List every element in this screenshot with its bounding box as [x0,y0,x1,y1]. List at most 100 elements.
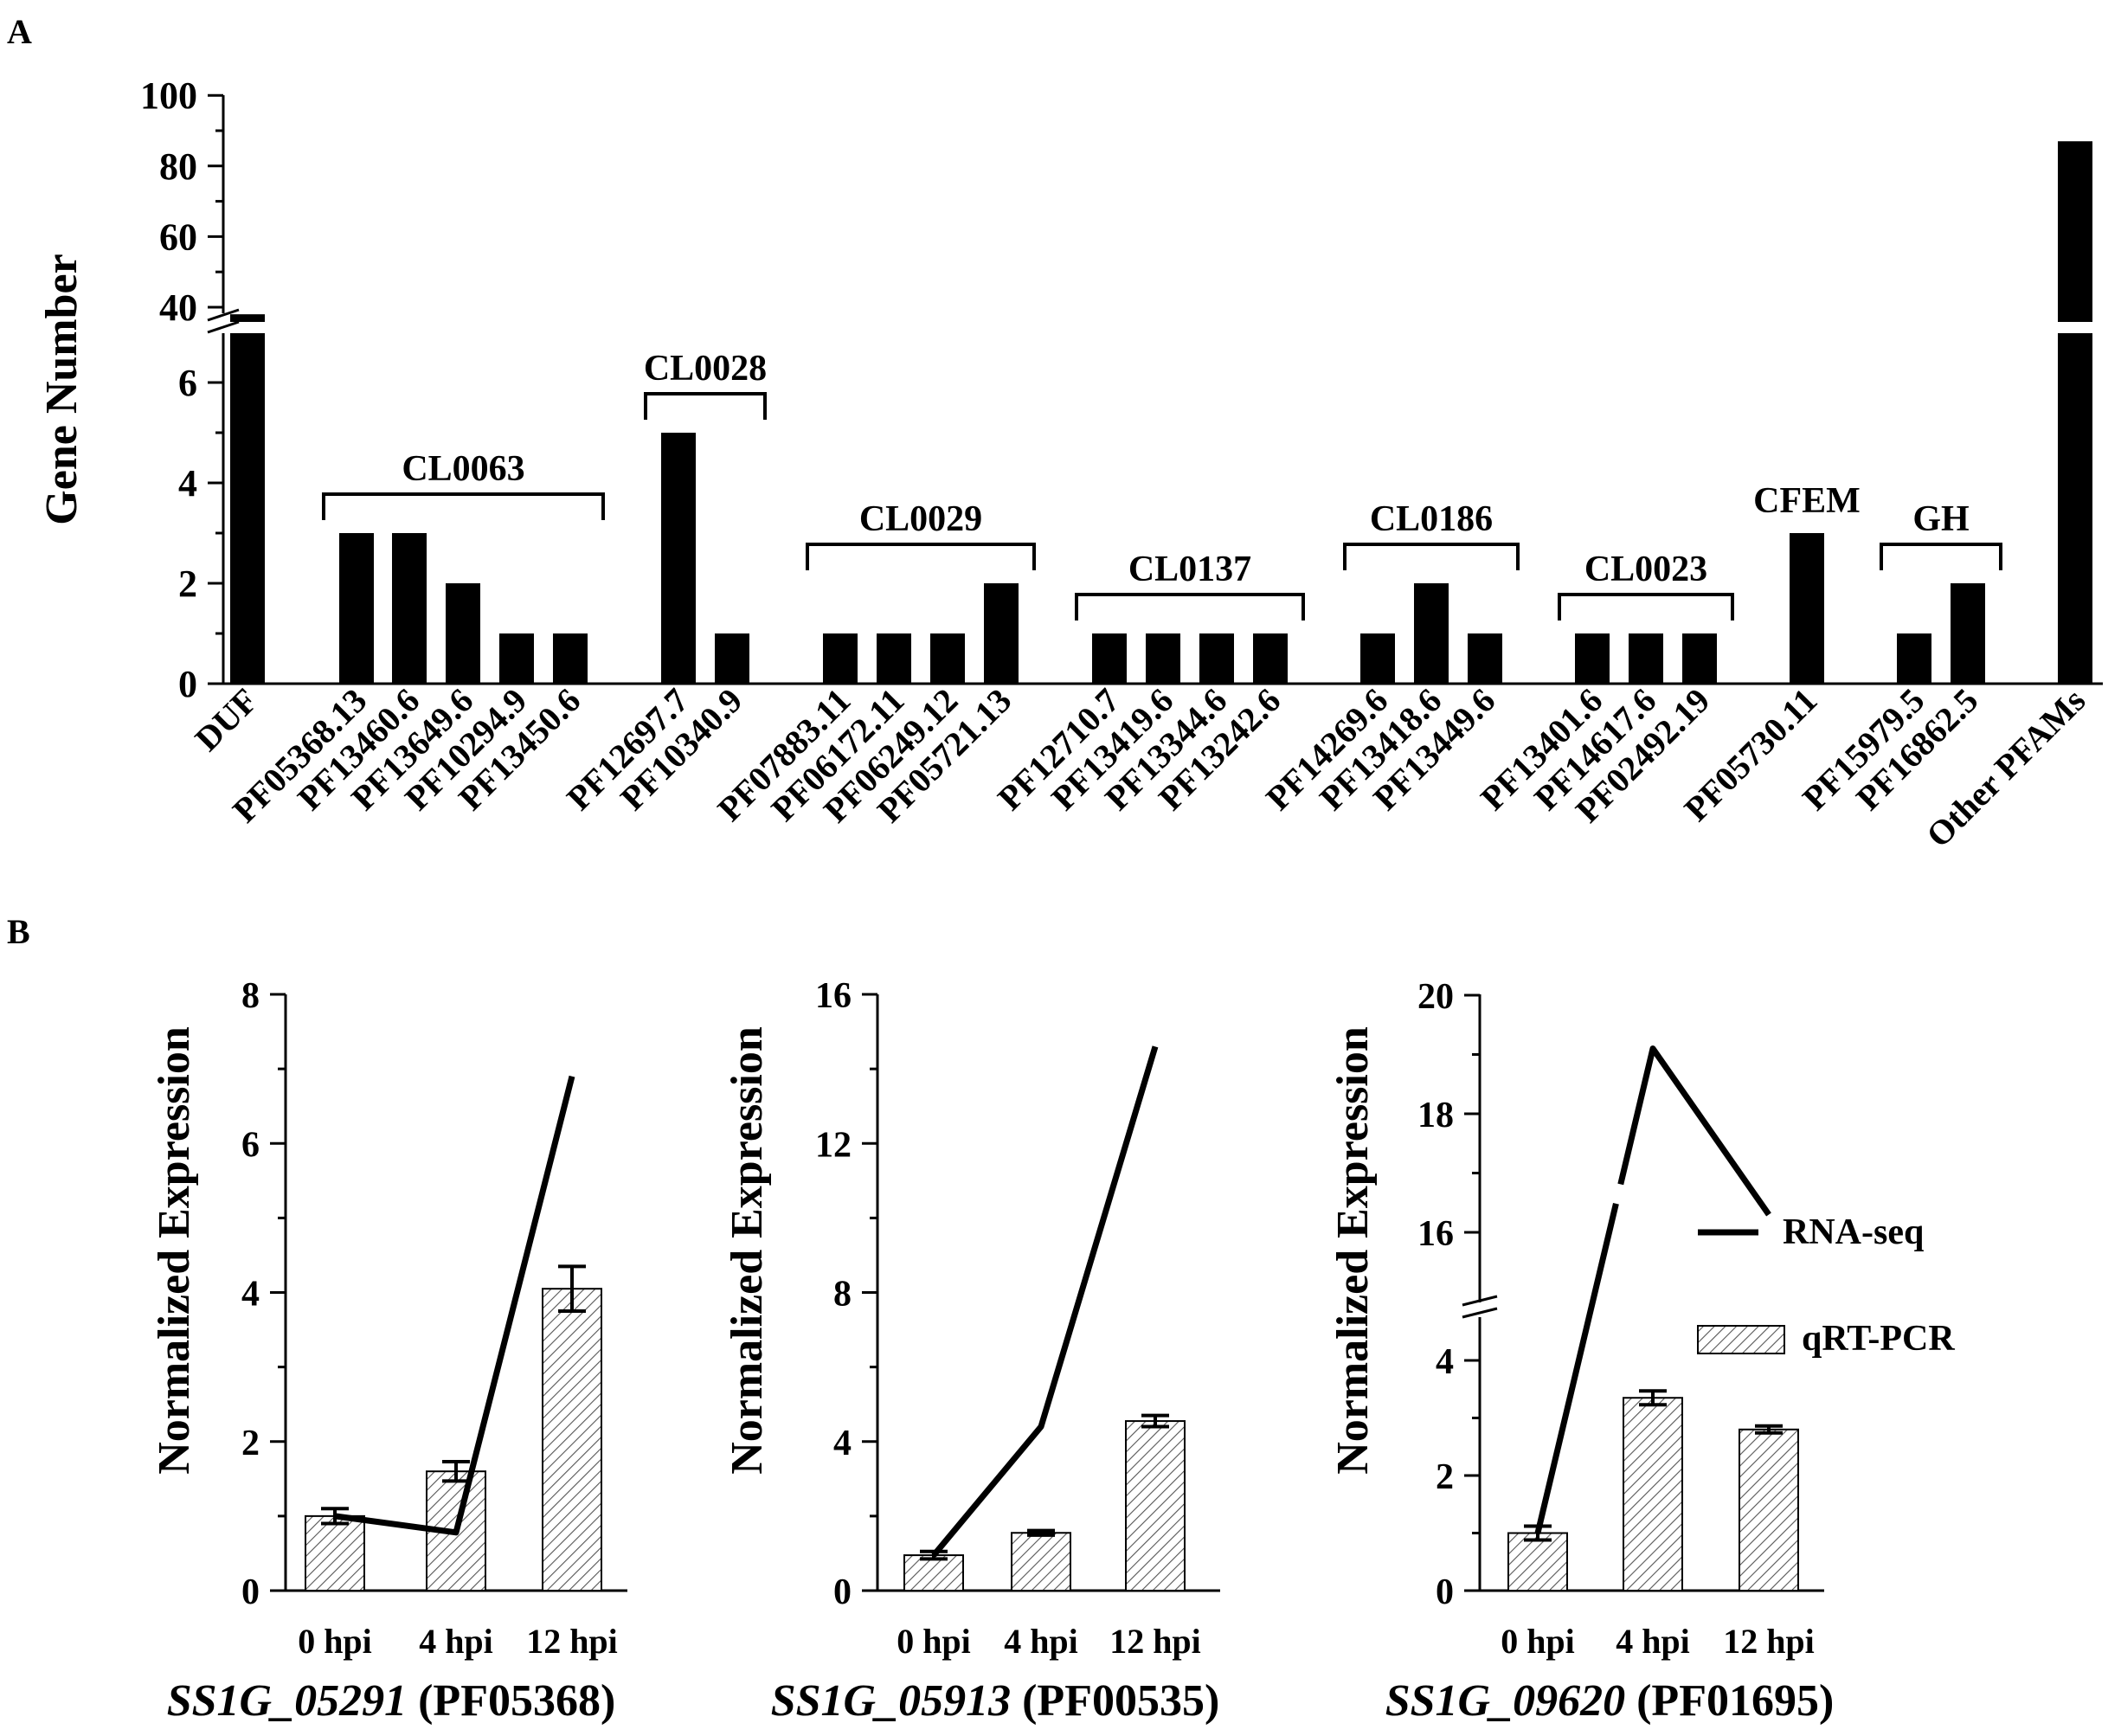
panel-a-axis-break [207,308,240,334]
b3-y-axis-label: Normalized Expression [1328,1026,1378,1475]
panelB3-qrtpcr-bar [1739,1428,1799,1592]
panel-a-group-label: CL0028 [644,349,767,389]
panelB3-y-tick-label: 20 [1417,977,1454,1017]
panel-b1-chart: Normalized Expression SS1G_05291 (PF0536… [150,976,627,1726]
panel-a-bar [1253,633,1288,684]
panel-a-group-bracket [644,392,767,420]
panel-a-bar [1897,633,1931,684]
panel-a-bar-lower [2058,333,2092,684]
panelB2-x-tick-label: 0 hpi [897,1622,971,1661]
panel-a-bar [1575,633,1610,684]
panelB1-qrtpcr-bar [305,1514,365,1591]
panelB3-x-tick-label: 12 hpi [1723,1622,1815,1661]
legend: RNA-seq qRT-PCR [1697,1212,1955,1359]
panelB1-y-tick-label: 4 [241,1275,260,1315]
b1-gene-name: SS1G_05291 [167,1676,407,1726]
panel-a-bar [1414,583,1449,684]
panel-a-bar [446,583,480,684]
panelB2-x-tick-label: 12 hpi [1109,1622,1201,1661]
panelB3-rnaseq-line-upper [1617,1045,1771,1217]
panelB3-y-tick-label: 0 [1436,1572,1454,1612]
panelB2-rnaseq-line [931,1045,1159,1558]
panelB1-x-tick-label: 12 hpi [526,1622,618,1661]
panelB3-y-tick-label: 4 [1436,1342,1454,1382]
panel-a-bar [553,633,588,684]
panel-a-bar [930,633,965,684]
panel-a-group-label: CL0029 [859,499,982,539]
panel-a-y-tick-label: 60 [159,215,197,258]
panelB1-error-bar [558,1264,586,1314]
panelB3-y-tick-label: 18 [1417,1096,1454,1135]
panel-a-bar [1468,633,1502,684]
panel-a-label: A [7,12,32,51]
b1-caption: SS1G_05291 (PF05368) [167,1676,616,1726]
panelB1-y-tick-label: 8 [241,976,260,1016]
panelB2-qrtpcr-bar [1125,1420,1186,1592]
panelB3-x-tick-label: 0 hpi [1501,1622,1575,1661]
panelB2-x-tick-label: 4 hpi [1004,1622,1078,1661]
b3-pfam: (PF01695) [1636,1676,1834,1726]
panelB2-qrtpcr-bar [1011,1532,1071,1591]
panel-a-bar-lower [230,333,265,684]
panelB2-y-tick-label: 16 [815,976,852,1016]
panel-a-y-tick-label: 2 [178,563,197,605]
panel-a-bar [1790,533,1824,684]
panel-b2-chart: Normalized Expression SS1G_05913 (PF0053… [723,976,1220,1726]
panelB1-y-tick-label: 0 [241,1572,260,1612]
panel-b3-chart: Normalized Expression SS1G_09620 (PF0169… [1328,977,1834,1726]
panelB3-error-bar [1755,1424,1783,1435]
panel-b-label: B [7,912,30,951]
panel-a-group-bracket [1075,593,1305,620]
b2-caption: SS1G_05913 (PF00535) [771,1676,1220,1726]
panel-a-group-label: CL0023 [1584,550,1707,589]
b2-pfam: (PF00535) [1022,1676,1219,1726]
panel-a-bar [392,533,427,684]
panel-a-bar [877,633,911,684]
panel-a-group-bracket [322,492,605,520]
panelB3-y-tick-label: 2 [1436,1457,1454,1497]
panel-a-group-bracket [1343,543,1520,570]
panel-a-y-tick-label: 4 [178,462,197,505]
panel-a-y-tick-label: 40 [159,286,197,329]
panel-a-y-tick-label: 100 [140,74,197,117]
panelB3-axis-break [1462,1295,1498,1319]
b1-pfam: (PF05368) [418,1676,615,1726]
panel-a-chart: Gene Number 0246406080100DUFPF05368.13PF… [37,74,2103,855]
panel-a-bar [1146,633,1180,684]
panelB2-error-bar [1141,1413,1169,1429]
panel-a-bar [499,633,534,684]
panel-a-x-tick-label: DUF [187,681,265,759]
panel-a-y-tick-label: 6 [178,362,197,404]
panel-a-y-axis-label: Gene Number [37,254,87,524]
panelB1-qrtpcr-bar [542,1288,602,1591]
legend-qrtpcr-label: qRT-PCR [1802,1319,1955,1359]
panel-a-bar [715,633,749,684]
panelB1-x-tick-label: 0 hpi [298,1622,372,1661]
panel-a-bar-upper [230,314,265,322]
panelB2-y-tick-label: 0 [833,1572,852,1612]
panelB3-rnaseq-line-lower [1534,1202,1619,1534]
b2-gene-name: SS1G_05913 [771,1676,1011,1726]
panel-a-group-bracket [806,543,1036,570]
b2-y-axis-label: Normalized Expression [723,1026,772,1475]
panel-a-group-label: CL0137 [1128,550,1251,589]
panel-a-bar [661,433,696,684]
panel-a-bar-upper [2058,141,2092,322]
panelB1-x-tick-label: 4 hpi [419,1622,493,1661]
panelB2-error-bar [1027,1528,1055,1537]
panelB3-x-tick-label: 4 hpi [1616,1622,1690,1661]
panel-a-bar [1951,583,1985,684]
panelB2-y-tick-label: 4 [833,1424,852,1463]
panelB3-qrtpcr-bar [1623,1397,1683,1591]
panel-a-bar [1360,633,1395,684]
panel-a-bar [1199,633,1234,684]
panel-a-bar [339,533,374,684]
panel-a-y-tick-label: 80 [159,145,197,188]
panelB2-qrtpcr-bar [903,1554,964,1592]
panel-a-bar [1629,633,1663,684]
b1-y-axis-label: Normalized Expression [150,1026,199,1475]
panel-a-y-tick-label: 0 [178,663,197,705]
panel-a-bar [984,583,1019,684]
panel-a-group-label: CL0186 [1370,499,1493,539]
panelB3-y-tick-label: 16 [1417,1214,1454,1254]
